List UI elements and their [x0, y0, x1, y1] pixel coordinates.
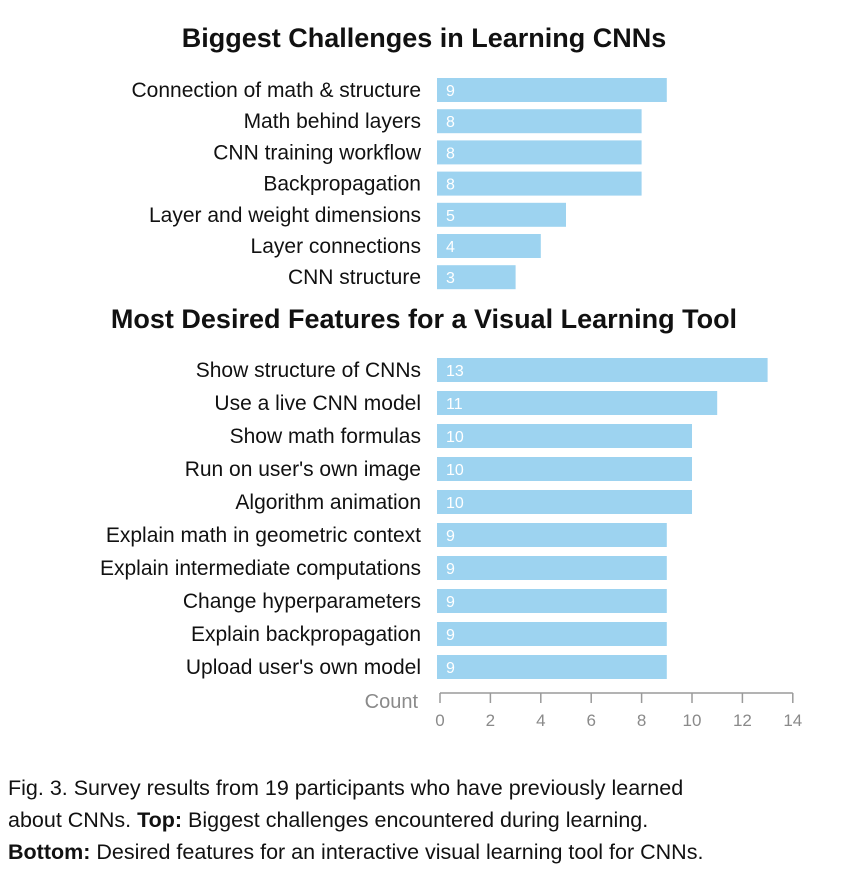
bar	[437, 140, 642, 165]
category-label: Explain math in geometric context	[106, 524, 421, 547]
category-label: CNN training workflow	[213, 141, 422, 164]
category-label: Change hyperparameters	[183, 590, 421, 613]
data-label: 13	[446, 363, 464, 380]
data-label: 8	[446, 114, 455, 131]
bar	[437, 589, 667, 613]
category-label: Upload user's own model	[186, 656, 421, 679]
category-label: Layer and weight dimensions	[149, 204, 421, 227]
bar	[437, 109, 642, 134]
bar	[437, 622, 667, 646]
category-label: Math behind layers	[244, 110, 421, 133]
bar	[437, 655, 667, 679]
data-label: 11	[446, 396, 463, 413]
category-label: Explain backpropagation	[191, 623, 421, 646]
category-label: Backpropagation	[263, 173, 421, 196]
survey-charts: Biggest Challenges in Learning CNNs Conne…	[100, 23, 802, 730]
data-label: 9	[446, 594, 455, 611]
chart-title: Biggest Challenges in Learning CNNs	[182, 23, 667, 53]
bar	[437, 358, 768, 382]
category-label: Use a live CNN model	[214, 392, 421, 415]
x-tick-label: 2	[486, 711, 495, 730]
data-label: 10	[446, 495, 464, 512]
x-tick-label: 8	[637, 711, 646, 730]
bar	[437, 523, 667, 547]
data-label: 5	[446, 208, 455, 225]
x-tick-label: 4	[536, 711, 545, 730]
data-label: 4	[446, 239, 455, 256]
x-tick-label: 0	[435, 711, 444, 730]
caption-line-2: about CNNs. Top: Biggest challenges enco…	[8, 804, 848, 836]
x-tick-label: 12	[733, 711, 752, 730]
figure-caption: Fig. 3. Survey results from 19 participa…	[8, 772, 848, 868]
bar	[437, 424, 692, 448]
x-tick-label: 10	[683, 711, 702, 730]
bar	[437, 457, 692, 481]
category-label: Layer connections	[251, 235, 421, 258]
category-label: Connection of math & structure	[132, 79, 421, 102]
data-label: 8	[446, 145, 455, 162]
bar	[437, 391, 718, 415]
bar	[437, 171, 642, 196]
caption-bottom-label: Bottom:	[8, 840, 91, 864]
bar	[437, 556, 667, 580]
data-label: 9	[446, 528, 455, 545]
data-label: 10	[446, 462, 464, 479]
category-label: Algorithm animation	[235, 491, 421, 514]
data-label: 9	[446, 561, 455, 578]
data-label: 10	[446, 429, 464, 446]
chart-title: Most Desired Features for a Visual Learn…	[111, 304, 737, 334]
bar	[437, 265, 516, 290]
caption-line-3: Bottom: Desired features for an interact…	[8, 836, 848, 868]
caption-text: Biggest challenges encountered during le…	[188, 808, 649, 832]
category-label: Show math formulas	[230, 425, 421, 448]
bar	[437, 234, 541, 258]
bar	[437, 202, 566, 227]
data-label: 8	[446, 177, 455, 194]
caption-text: Desired features for an interactive visu…	[96, 840, 704, 864]
x-tick-label: 14	[783, 711, 802, 730]
category-label: Explain intermediate computations	[100, 557, 421, 580]
category-label: CNN structure	[288, 266, 421, 289]
category-label: Run on user's own image	[185, 458, 421, 481]
caption-text: about CNNs.	[8, 808, 132, 832]
bar	[437, 78, 667, 102]
x-tick-label: 6	[586, 711, 595, 730]
x-axis-title: Count	[365, 691, 419, 713]
caption-line-1: Fig. 3. Survey results from 19 participa…	[8, 776, 684, 800]
category-label: Show structure of CNNs	[196, 359, 421, 382]
data-label: 9	[446, 627, 455, 644]
caption-top-label: Top:	[137, 808, 183, 832]
data-label: 9	[446, 660, 455, 677]
data-label: 9	[446, 83, 455, 100]
data-label: 3	[446, 270, 455, 287]
bar	[437, 490, 692, 514]
